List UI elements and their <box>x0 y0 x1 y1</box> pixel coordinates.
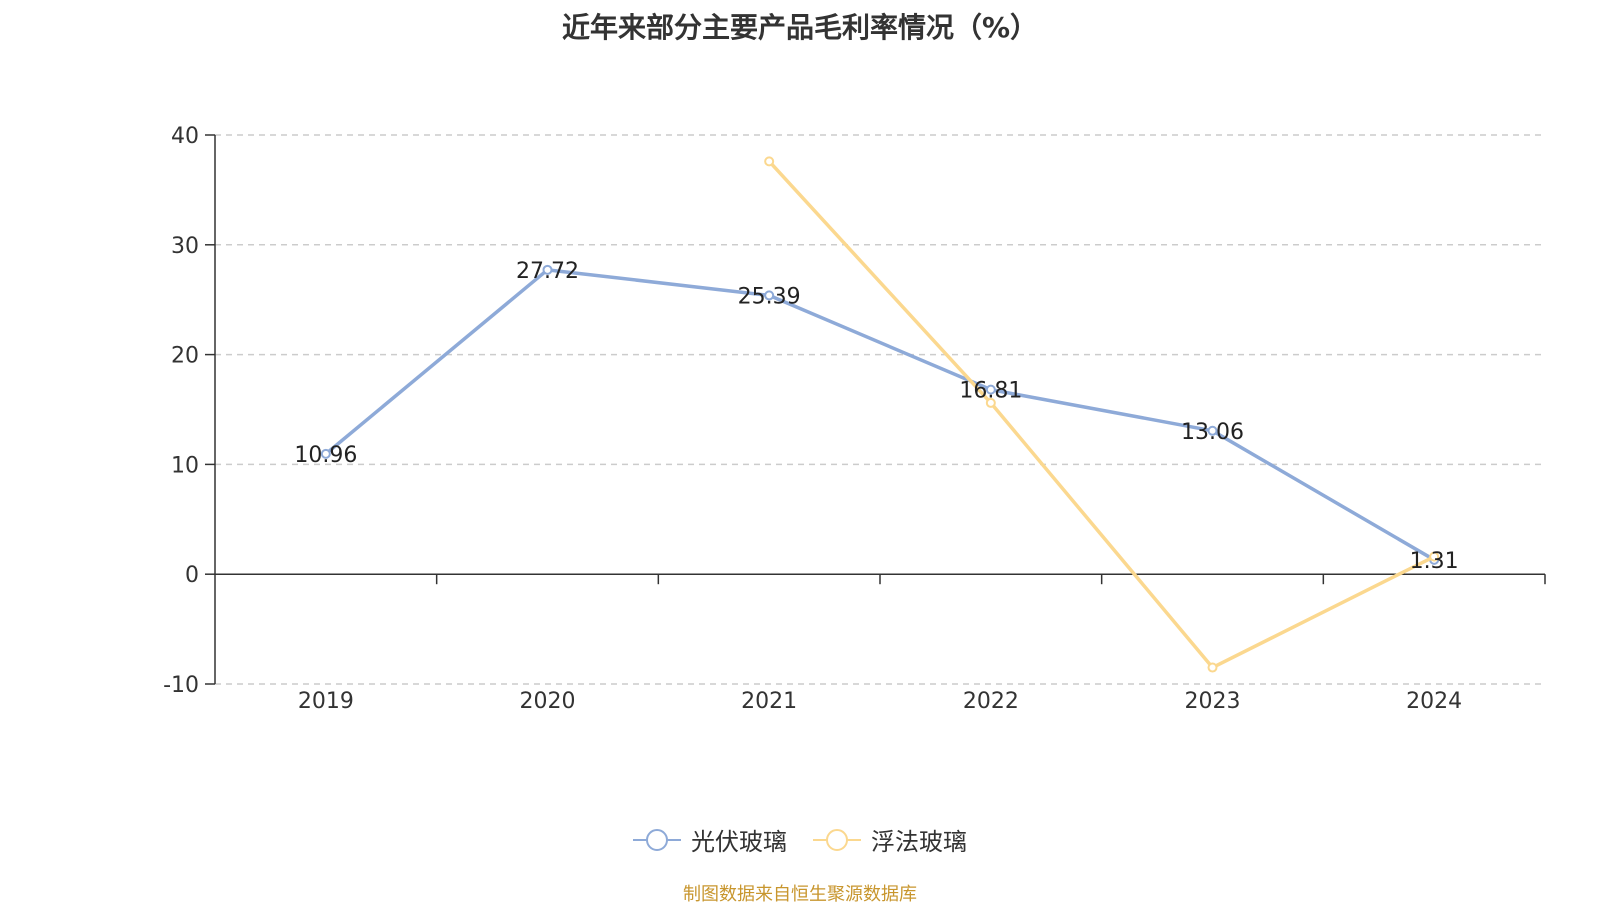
y-tick-label: 10 <box>171 453 199 478</box>
y-tick-label: 20 <box>171 344 199 369</box>
data-label: 25.39 <box>738 284 801 309</box>
data-label: 16.81 <box>959 379 1022 404</box>
series-line-1 <box>767 160 1435 670</box>
data-label: 1.31 <box>1410 549 1459 574</box>
y-tick-label: -10 <box>163 673 199 698</box>
chart-title: 近年来部分主要产品毛利率情况（%） <box>561 11 1039 44</box>
series-line-0 <box>324 268 1436 562</box>
data-point <box>764 290 775 301</box>
data-label: 10.96 <box>294 443 357 468</box>
y-tick-label: 40 <box>171 124 199 149</box>
data-point <box>985 397 996 408</box>
legend-label: 浮法玻璃 <box>871 828 967 856</box>
x-tick-label: 2021 <box>741 689 797 714</box>
x-tick-label: 2023 <box>1185 689 1241 714</box>
legend-item-pv-glass[interactable]: 光伏玻璃 <box>633 822 787 857</box>
legend-marker-icon <box>813 828 861 851</box>
y-tick-label: 30 <box>171 234 199 259</box>
data-point <box>764 156 775 167</box>
data-point <box>985 384 996 395</box>
data-source-note: 制图数据来自恒生聚源数据库 <box>683 884 917 905</box>
legend-marker-icon <box>633 828 681 851</box>
legend-item-float-glass[interactable]: 浮法玻璃 <box>813 822 967 857</box>
data-point <box>542 264 553 275</box>
data-label: 13.06 <box>1181 420 1244 445</box>
legend-label: 光伏玻璃 <box>691 828 787 856</box>
legend: 光伏玻璃 浮法玻璃 <box>0 822 1600 857</box>
data-label: 27.72 <box>516 259 579 284</box>
data-point <box>1207 425 1218 436</box>
y-tick-label: 0 <box>185 563 199 588</box>
x-tick-label: 2019 <box>298 689 354 714</box>
data-point <box>1429 551 1440 562</box>
data-point <box>320 448 331 459</box>
x-tick-label: 2024 <box>1406 689 1462 714</box>
x-tick-label: 2022 <box>963 689 1019 714</box>
x-tick-label: 2020 <box>520 689 576 714</box>
data-point <box>1207 662 1218 673</box>
